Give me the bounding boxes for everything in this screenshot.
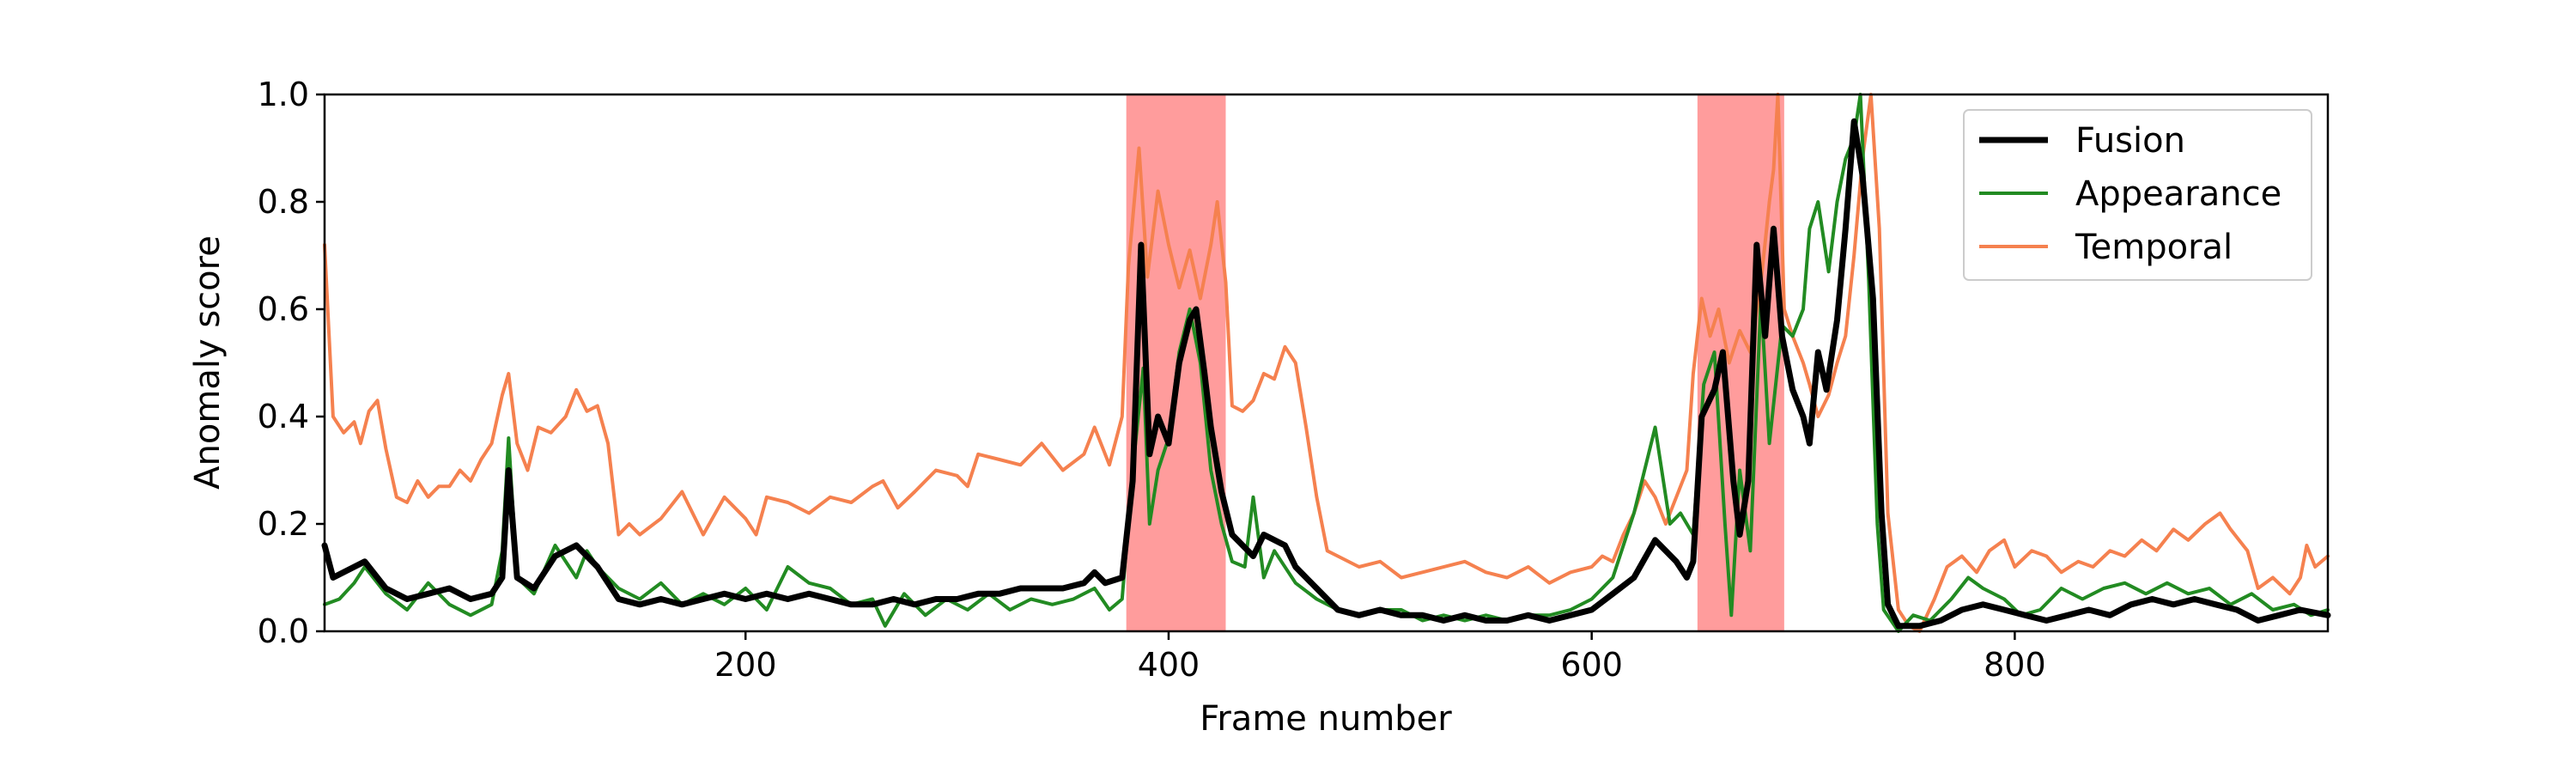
x-tick-label: 800 (1984, 646, 2046, 684)
series-line-fusion (321, 118, 2331, 630)
anomaly-regions (1126, 94, 1784, 631)
legend-label-temporal: Temporal (2075, 228, 2233, 267)
legend: Fusion Appearance Temporal (1963, 109, 2312, 281)
y-axis-label: Anomaly score (188, 235, 228, 490)
series-line-temporal (323, 93, 2330, 633)
legend-box (1963, 109, 2312, 281)
x-axis-label: Frame number (1200, 699, 1452, 739)
legend-label-fusion: Fusion (2075, 121, 2185, 161)
axis-ticks: 200 400 600 800 0.0 0.2 0.4 0.6 0.8 1.0 (258, 76, 2046, 684)
legend-label-appearance: Appearance (2075, 174, 2281, 214)
y-tick-label: 0.8 (258, 183, 309, 221)
series-lines (321, 93, 2331, 633)
y-tick-label: 0.4 (258, 398, 309, 435)
x-tick-label: 600 (1560, 646, 1623, 684)
x-tick-label: 200 (714, 646, 777, 684)
x-tick-label: 400 (1138, 646, 1200, 684)
y-tick-label: 0.2 (258, 505, 309, 543)
y-tick-label: 0.6 (258, 290, 309, 328)
y-tick-label: 1.0 (258, 76, 309, 113)
plot-frame (323, 93, 2330, 633)
y-tick-label: 0.0 (258, 612, 309, 650)
